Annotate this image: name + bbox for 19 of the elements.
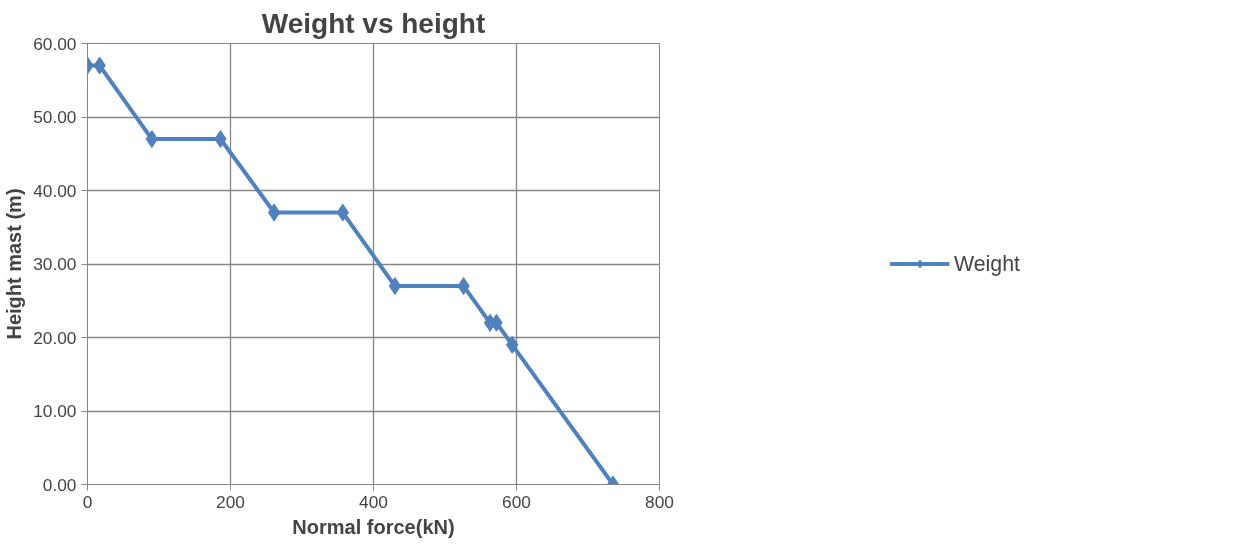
y-axis-title: Height mast (m): [3, 188, 26, 340]
y-tick-label: 0.00: [42, 474, 77, 495]
y-tick-label: 50.00: [33, 107, 77, 127]
x-tick-label: 0: [82, 491, 93, 512]
x-tick-label: 200: [216, 491, 245, 512]
point: [267, 203, 281, 222]
y-tick-label: 60.00: [33, 33, 77, 54]
y-tick-label: 40.00: [33, 180, 77, 201]
y-tick-label: 20.00: [33, 327, 77, 348]
point: [145, 130, 159, 149]
chart-title: Weight vs height: [261, 7, 486, 39]
x-axis-title: Normal force(kN): [292, 515, 455, 538]
y-tick-label: 30.00: [33, 254, 77, 274]
x-tick-label: 800: [645, 491, 674, 512]
x-tick-label: 400: [359, 491, 388, 512]
x-tick-label: 600: [502, 491, 531, 512]
legend-label: Weight: [954, 251, 1020, 276]
y-tick-label: 10.00: [33, 401, 77, 421]
point: [388, 277, 402, 296]
